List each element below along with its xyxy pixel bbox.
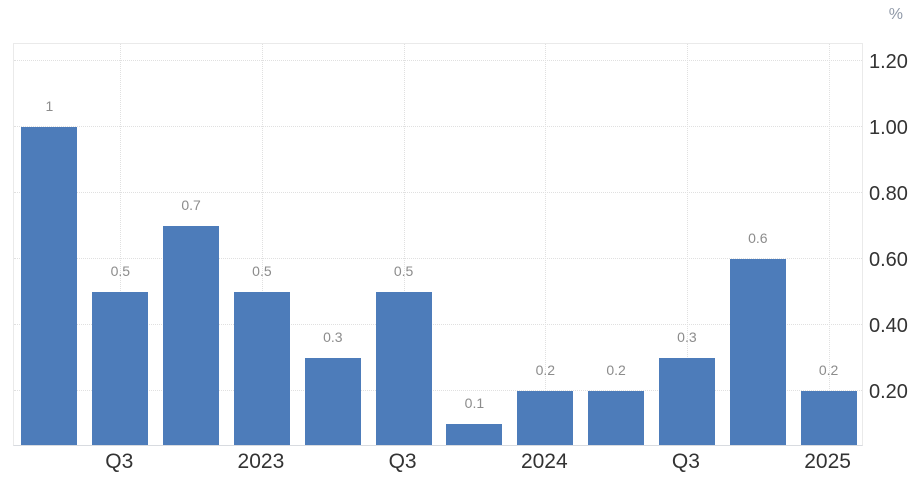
y-tick-label: 1.00 (869, 116, 908, 139)
x-tick-label: 2024 (520, 450, 568, 473)
v-gridline (120, 44, 122, 445)
x-tick-label: Q3 (105, 450, 134, 473)
x-tick-label: Q3 (388, 450, 417, 473)
bar-value-label: 0.2 (818, 361, 839, 378)
bar-slot-5[interactable] (304, 357, 361, 445)
x-tick-label: 2025 (804, 450, 851, 473)
bar-slot-3[interactable] (163, 225, 220, 445)
h-gridline (14, 125, 862, 127)
bar-value-label: 0.5 (393, 262, 414, 279)
bar-value-label: 0.2 (606, 361, 626, 378)
bar-value-label: 0.5 (110, 262, 131, 279)
bar-value-label: 0.7 (181, 196, 201, 213)
bar-slot-7[interactable] (446, 423, 503, 445)
bar-Q3[interactable] (658, 357, 715, 445)
h-gridline (14, 389, 862, 391)
v-gridline (545, 44, 547, 445)
h-gridline (14, 59, 862, 61)
bar-slot-11[interactable] (729, 258, 786, 445)
x-tick-label: 2023 (237, 450, 285, 473)
bar-slot-9[interactable] (588, 390, 645, 445)
h-gridline (14, 257, 862, 259)
bar-Q3[interactable] (92, 291, 149, 445)
bar-slot-1[interactable] (21, 126, 78, 445)
v-gridline (828, 44, 830, 445)
bar-value-label: 0.5 (252, 262, 272, 279)
bar-2023[interactable] (233, 291, 290, 445)
y-tick-label: 0.20 (869, 380, 908, 403)
bar-value-label: 0.6 (748, 229, 768, 246)
bar-value-label: 0.2 (535, 361, 556, 378)
v-gridline (686, 44, 688, 445)
bar-value-label: 0.3 (677, 328, 697, 345)
v-gridline (261, 44, 263, 445)
h-gridline (14, 323, 862, 325)
plot-area: 1 0.5 0.7 0.5 0.3 0.5 0.1 0.2 0.2 0.3 0.6 0.2 (13, 43, 863, 446)
v-gridline (403, 44, 405, 445)
y-axis-unit-label: % (888, 6, 903, 23)
y-tick-label: 0.40 (869, 314, 908, 337)
x-tick-label: Q3 (671, 450, 700, 473)
y-tick-label: 0.80 (869, 182, 908, 205)
bar-value-label: 1 (45, 97, 54, 114)
bar-2024[interactable] (517, 390, 574, 445)
y-tick-label: 0.60 (869, 248, 908, 271)
h-gridline (14, 191, 862, 193)
bar-2025[interactable] (800, 390, 857, 445)
bar-Q3[interactable] (375, 291, 432, 445)
bar-value-label: 0.3 (323, 328, 343, 345)
bar-value-label: 0.1 (464, 394, 485, 411)
y-tick-label: 1.20 (869, 50, 908, 73)
